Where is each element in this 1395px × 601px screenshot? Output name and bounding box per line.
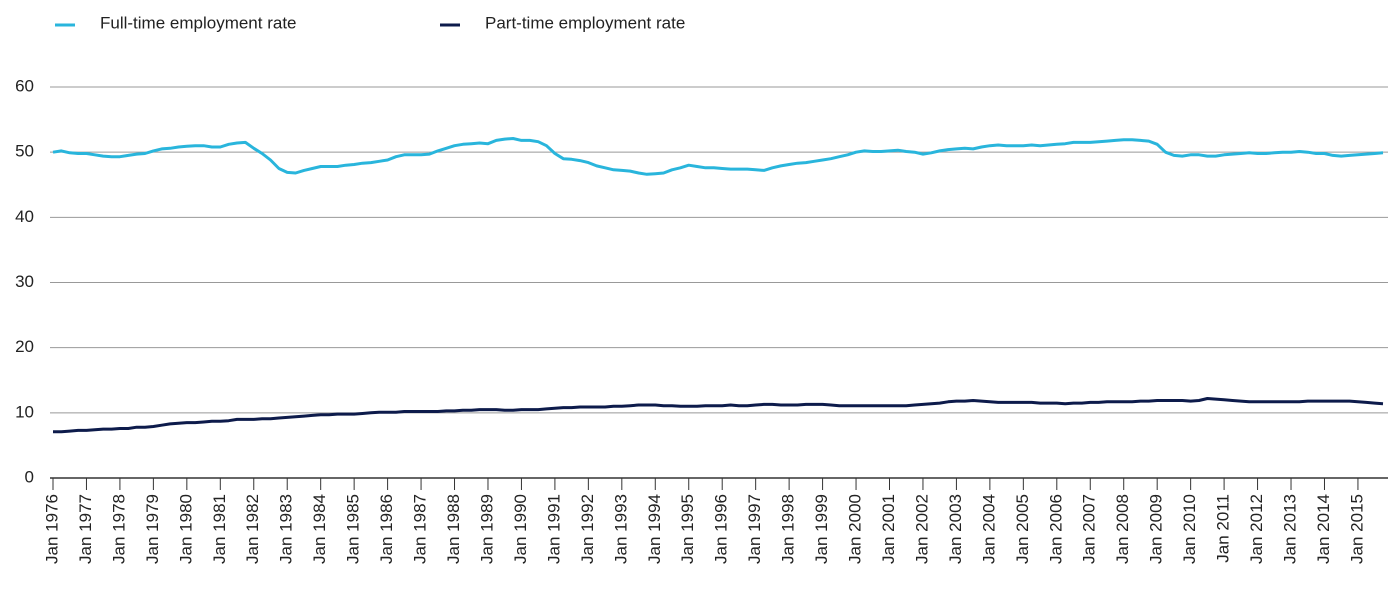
x-tick-label: Jan 2002 xyxy=(912,494,931,564)
legend-label: Part-time employment rate xyxy=(485,13,685,32)
x-tick-label: Jan 2009 xyxy=(1147,494,1166,564)
x-tick-label: Jan 2000 xyxy=(846,494,865,564)
y-tick-label: 50 xyxy=(15,142,34,161)
y-tick-label: 30 xyxy=(15,272,34,291)
x-tick-label: Jan 1997 xyxy=(745,494,764,564)
x-tick-label: Jan 1996 xyxy=(712,494,731,564)
x-tick-label: Jan 2012 xyxy=(1247,494,1266,564)
x-tick-label: Jan 2006 xyxy=(1046,494,1065,564)
x-tick-label: Jan 2014 xyxy=(1314,494,1333,564)
x-tick-label: Jan 1991 xyxy=(544,494,563,564)
x-tick-label: Jan 2004 xyxy=(979,494,998,564)
x-tick-label: Jan 2005 xyxy=(1013,494,1032,564)
x-tick-label: Jan 1978 xyxy=(109,494,128,564)
legend-label: Full-time employment rate xyxy=(100,13,297,32)
y-tick-label: 60 xyxy=(15,76,34,95)
x-tick-label: Jan 1982 xyxy=(243,494,262,564)
x-tick-label: Jan 1977 xyxy=(76,494,95,564)
x-tick-label: Jan 2015 xyxy=(1347,494,1366,564)
x-tick-label: Jan 1999 xyxy=(812,494,831,564)
x-tick-label: Jan 1981 xyxy=(210,494,229,564)
x-tick-label: Jan 1988 xyxy=(444,494,463,564)
x-tick-label: Jan 1995 xyxy=(678,494,697,564)
x-tick-label: Jan 1992 xyxy=(578,494,597,564)
x-tick-label: Jan 2008 xyxy=(1113,494,1132,564)
y-tick-label: 40 xyxy=(15,207,34,226)
y-tick-label: 0 xyxy=(25,467,34,486)
x-tick-label: Jan 1994 xyxy=(645,494,664,564)
x-tick-label: Jan 2007 xyxy=(1080,494,1099,564)
x-tick-label: Jan 1976 xyxy=(42,494,61,564)
x-tick-label: Jan 1979 xyxy=(143,494,162,564)
y-tick-label: 20 xyxy=(15,337,34,356)
x-tick-label: Jan 2003 xyxy=(946,494,965,564)
x-tick-label: Jan 1983 xyxy=(277,494,296,564)
x-tick-label: Jan 2001 xyxy=(879,494,898,564)
x-tick-label: Jan 1998 xyxy=(779,494,798,564)
x-tick-label: Jan 1984 xyxy=(310,494,329,564)
y-tick-label: 10 xyxy=(15,402,34,421)
line-series xyxy=(53,397,1384,434)
x-tick-label: Jan 1980 xyxy=(176,494,195,564)
x-tick-label: Jan 1986 xyxy=(377,494,396,564)
x-tick-label: Jan 2010 xyxy=(1180,494,1199,564)
x-tick-label: Jan 2013 xyxy=(1281,494,1300,564)
line-series xyxy=(52,137,1384,176)
x-tick-label: Jan 1993 xyxy=(611,494,630,564)
x-tick-label: Jan 1989 xyxy=(477,494,496,564)
x-tick-label: Jan 2011 xyxy=(1214,494,1233,563)
x-tick-label: Jan 1985 xyxy=(344,494,363,564)
x-tick-label: Jan 1990 xyxy=(511,494,530,564)
x-tick-label: Jan 1987 xyxy=(411,494,430,564)
